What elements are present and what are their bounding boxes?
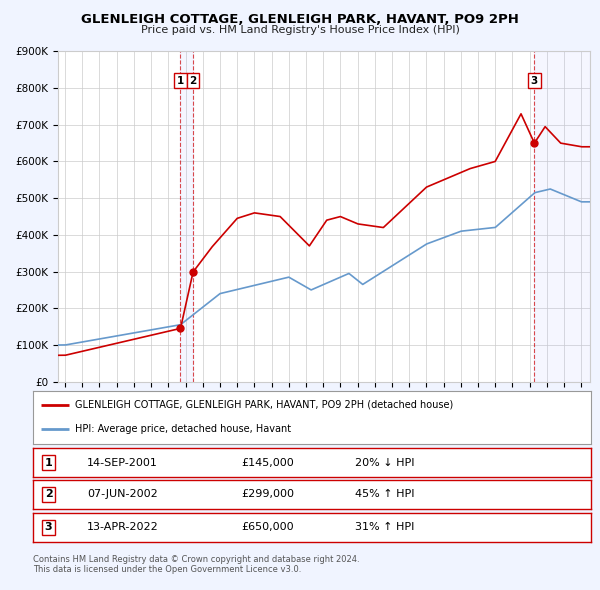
Text: 14-SEP-2001: 14-SEP-2001: [87, 458, 158, 467]
Text: HPI: Average price, detached house, Havant: HPI: Average price, detached house, Hava…: [75, 424, 291, 434]
Text: £299,000: £299,000: [241, 490, 294, 499]
Text: £145,000: £145,000: [241, 458, 294, 467]
Text: Price paid vs. HM Land Registry's House Price Index (HPI): Price paid vs. HM Land Registry's House …: [140, 25, 460, 35]
Text: 13-APR-2022: 13-APR-2022: [86, 523, 158, 532]
Text: 1: 1: [45, 458, 52, 467]
Text: This data is licensed under the Open Government Licence v3.0.: This data is licensed under the Open Gov…: [33, 565, 301, 574]
Text: GLENLEIGH COTTAGE, GLENLEIGH PARK, HAVANT, PO9 2PH: GLENLEIGH COTTAGE, GLENLEIGH PARK, HAVAN…: [81, 13, 519, 26]
Text: 1: 1: [177, 76, 184, 86]
Text: 31% ↑ HPI: 31% ↑ HPI: [355, 523, 414, 532]
Text: 2: 2: [45, 490, 52, 499]
Text: 2: 2: [190, 76, 197, 86]
Text: 20% ↓ HPI: 20% ↓ HPI: [355, 458, 414, 467]
Text: £650,000: £650,000: [241, 523, 293, 532]
Text: 3: 3: [531, 76, 538, 86]
Text: 45% ↑ HPI: 45% ↑ HPI: [355, 490, 414, 499]
Bar: [181, 51, 193, 382]
Text: 3: 3: [45, 523, 52, 532]
Text: Contains HM Land Registry data © Crown copyright and database right 2024.: Contains HM Land Registry data © Crown c…: [33, 555, 359, 563]
Text: GLENLEIGH COTTAGE, GLENLEIGH PARK, HAVANT, PO9 2PH (detached house): GLENLEIGH COTTAGE, GLENLEIGH PARK, HAVAN…: [75, 400, 453, 410]
Text: 07-JUN-2002: 07-JUN-2002: [87, 490, 158, 499]
Bar: [535, 51, 590, 382]
